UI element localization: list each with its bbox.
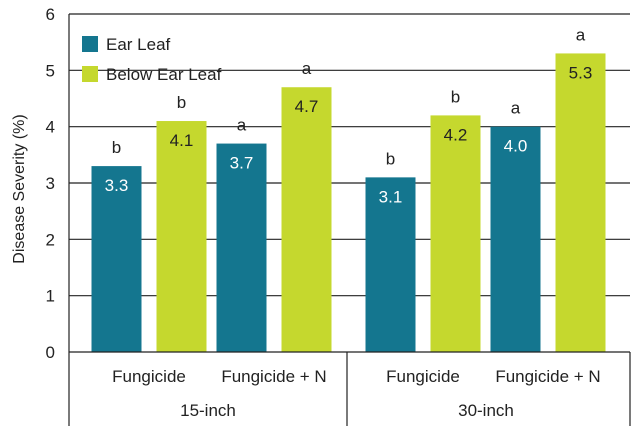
data-label: 4.1: [170, 131, 194, 150]
labels: 0 1 2 3 4 5 6 Disease Severity (%) 3.3 b 4.1 b Fungi…: [11, 5, 601, 420]
bar: [365, 177, 416, 352]
significance-letter: b: [112, 138, 121, 157]
x-tick-label: Fungicide + N: [221, 367, 326, 386]
data-label: 4.0: [504, 137, 528, 156]
legend: Ear Leaf Below Ear Leaf: [82, 35, 222, 84]
bar: [216, 143, 267, 352]
bar: [490, 126, 541, 353]
data-label: 4.7: [295, 97, 319, 116]
bar: [430, 115, 481, 353]
data-label: 5.3: [569, 63, 593, 82]
significance-letter: a: [302, 59, 312, 78]
data-label: 3.3: [105, 176, 129, 195]
y-tick-label: 0: [46, 343, 55, 362]
group-label: 15-inch: [180, 401, 236, 420]
y-tick-label: 1: [46, 287, 55, 306]
bar: [91, 166, 142, 352]
x-tick-label: Fungicide: [112, 367, 186, 386]
bar: [555, 53, 606, 352]
y-tick-label: 4: [46, 118, 55, 137]
y-tick-label: 6: [46, 5, 55, 24]
x-tick-label: Fungicide: [386, 367, 460, 386]
significance-letter: b: [177, 93, 186, 112]
y-tick-label: 2: [46, 230, 55, 249]
legend-swatch: [82, 36, 98, 52]
legend-label: Below Ear Leaf: [106, 65, 222, 84]
y-tick-label: 3: [46, 174, 55, 193]
y-axis-title: Disease Severity (%): [11, 114, 28, 263]
significance-letter: a: [511, 99, 521, 118]
bar: [281, 87, 332, 352]
data-label: 3.7: [230, 154, 254, 173]
significance-letter: b: [451, 87, 460, 106]
legend-label: Ear Leaf: [106, 35, 171, 54]
data-label: 4.2: [444, 125, 468, 144]
axes: [68, 14, 631, 426]
x-tick-label: Fungicide + N: [495, 367, 600, 386]
bars: [91, 53, 606, 353]
y-tick-label: 5: [46, 61, 55, 80]
bar: [156, 121, 207, 353]
legend-swatch: [82, 66, 98, 82]
significance-letter: b: [386, 149, 395, 168]
data-label: 3.1: [379, 187, 403, 206]
significance-letter: a: [237, 116, 247, 135]
gridlines: [69, 13, 630, 297]
group-label: 30-inch: [458, 401, 514, 420]
significance-letter: a: [576, 25, 586, 44]
